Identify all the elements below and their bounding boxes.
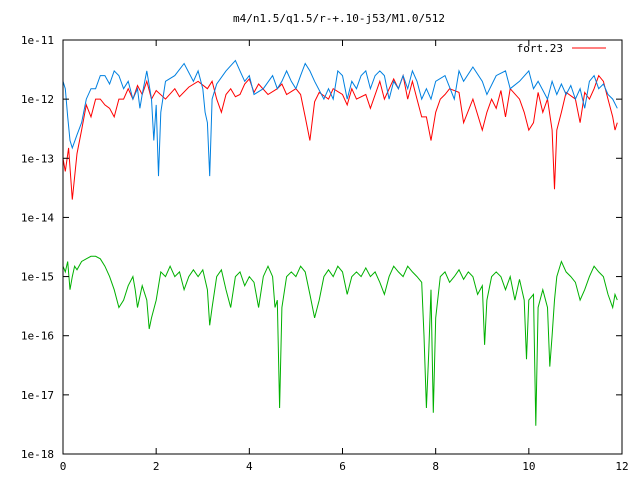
series-line-2 [62,59,618,177]
chart-title: m4/n1.5/q1.5/r-+.10-j53/M1.0/512 [233,12,445,25]
x-tick-label: 8 [432,460,439,473]
plot-frame [62,39,623,455]
series-layer [62,59,618,426]
tick-labels-layer: 0 2 4 6 8 10 12 1e-18 1e-17 1e-16 1e-15 1e-14 1e-13 1… [21,34,629,473]
x-tick-label: 4 [246,460,253,473]
y-tick-label: 1e-12 [21,93,54,106]
x-tick-label: 2 [153,460,160,473]
series-line-1 [62,73,618,200]
x-tick-label: 0 [60,460,67,473]
legend-label-fort23: fort.23 [517,42,563,55]
y-tick-label: 1e-13 [21,152,54,165]
y-tick-label: 1e-11 [21,34,54,47]
x-tick-label: 6 [339,460,346,473]
y-tick-label: 1e-18 [21,448,54,461]
y-tick-label: 1e-15 [21,271,54,284]
ticks-layer [62,39,623,455]
x-tick-label: 10 [522,460,535,473]
y-tick-label: 1e-16 [21,330,54,343]
legend: fort.23 [517,42,606,55]
x-tick-label: 12 [615,460,628,473]
y-tick-label: 1e-17 [21,389,54,402]
y-tick-label: 1e-14 [21,211,54,224]
series-line-3 [62,255,618,426]
